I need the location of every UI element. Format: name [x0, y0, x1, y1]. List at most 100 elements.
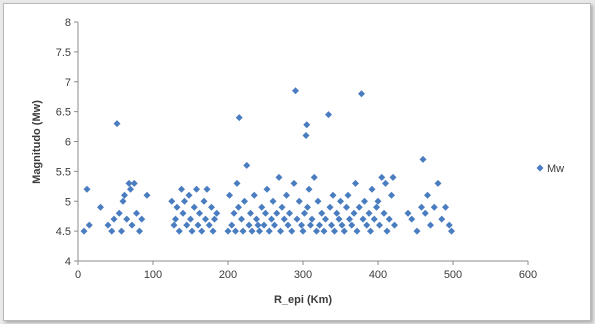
y-tick-label: 7.5 [56, 47, 71, 59]
data-point [265, 227, 273, 235]
data-point [97, 203, 104, 211]
data-point [299, 227, 307, 235]
data-point [322, 215, 329, 223]
x-axis-title: R_epi (Km) [274, 294, 332, 306]
data-point [290, 179, 298, 187]
data-point [250, 191, 258, 199]
data-point [307, 221, 314, 229]
data-point [213, 209, 221, 217]
data-point [143, 191, 151, 199]
data-point [346, 215, 353, 223]
data-point [226, 191, 233, 199]
data-point [245, 221, 253, 229]
data-point [283, 191, 290, 199]
data-point [368, 185, 376, 193]
data-point [383, 227, 391, 235]
data-point [448, 227, 455, 235]
data-point [445, 221, 453, 229]
data-point [380, 209, 388, 217]
data-point [118, 227, 125, 235]
data-point [104, 221, 112, 229]
data-point [262, 209, 269, 217]
data-point [211, 215, 218, 223]
y-tick-label: 5.5 [56, 166, 71, 178]
data-point [128, 221, 136, 229]
data-point [185, 191, 193, 199]
data-point [314, 197, 322, 205]
data-point [288, 227, 296, 235]
data-point [430, 203, 438, 211]
data-point [344, 191, 352, 199]
y-tick-label: 4.5 [56, 226, 71, 238]
data-point [230, 209, 238, 217]
data-point [198, 227, 206, 235]
data-point [382, 179, 389, 187]
data-point [338, 221, 346, 229]
data-points [80, 87, 455, 235]
data-point [263, 185, 271, 193]
data-point [331, 227, 338, 235]
data-point [337, 197, 344, 205]
data-point [404, 209, 412, 217]
data-point [359, 215, 367, 223]
data-point [353, 227, 361, 235]
data-point [268, 215, 275, 223]
x-tick-label: 500 [444, 269, 462, 281]
data-point [333, 209, 341, 217]
data-point [209, 227, 217, 235]
data-point [235, 203, 242, 211]
data-point [438, 215, 446, 223]
data-point [419, 155, 427, 163]
data-point [316, 221, 323, 229]
data-point [183, 221, 191, 229]
data-point [286, 209, 293, 217]
legend-label-mw: Mw [547, 163, 564, 175]
data-point [243, 161, 251, 169]
data-point [374, 197, 382, 205]
data-point [271, 221, 278, 229]
data-point [232, 227, 239, 235]
data-point [376, 221, 383, 229]
data-point [138, 215, 146, 223]
data-point [247, 209, 254, 217]
data-point [119, 197, 127, 205]
data-point [303, 121, 311, 129]
data-point [110, 215, 118, 223]
data-point [133, 209, 140, 217]
data-point [278, 203, 286, 211]
data-point [179, 209, 187, 217]
data-point [193, 185, 200, 193]
data-point [113, 120, 121, 128]
data-point [208, 203, 215, 211]
y-tick-label: 7 [65, 77, 71, 89]
data-point [168, 197, 176, 205]
data-point [302, 132, 310, 140]
data-point [280, 215, 288, 223]
data-point [391, 221, 398, 229]
data-point [241, 197, 248, 205]
x-tick-label: 300 [294, 269, 312, 281]
data-point [228, 221, 236, 229]
data-point [370, 215, 378, 223]
data-point [127, 185, 134, 193]
data-point [427, 221, 434, 229]
data-point [172, 215, 179, 223]
data-point [275, 173, 283, 181]
data-point [239, 227, 247, 235]
data-point [273, 209, 281, 217]
data-point [187, 215, 194, 223]
x-tick-label: 100 [144, 269, 162, 281]
data-point [233, 179, 241, 187]
data-point [121, 191, 128, 199]
data-point [361, 197, 368, 205]
x-tick-label: 0 [75, 269, 81, 281]
data-point [385, 215, 393, 223]
data-point [248, 227, 256, 235]
data-point [350, 209, 358, 217]
data-point [340, 227, 348, 235]
data-point [434, 179, 442, 187]
data-point [408, 215, 416, 223]
data-point [310, 173, 318, 181]
data-point [202, 215, 209, 223]
data-point [224, 227, 232, 235]
